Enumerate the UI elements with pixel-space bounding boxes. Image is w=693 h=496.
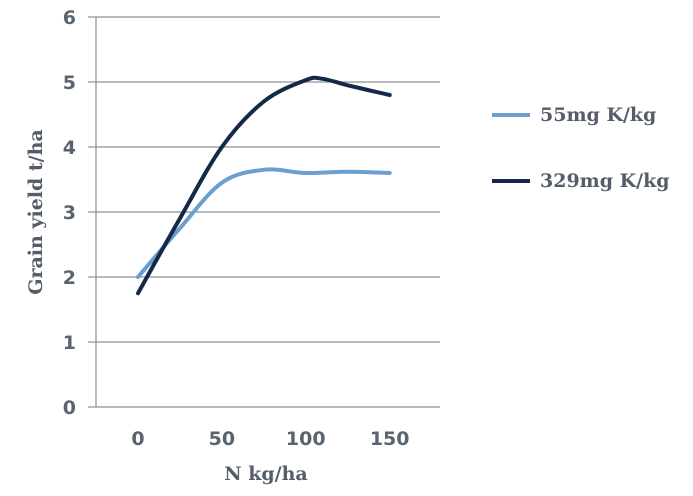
y-tick-label-6: 6 [63,7,76,29]
x-axis-title: N kg/ha [224,463,308,485]
x-tick-label-50: 50 [209,428,235,450]
legend-label-329mg: 329mg K/kg [540,170,670,192]
y-tick-label-3: 3 [63,202,76,224]
grid-lines [88,16,440,408]
x-tick-label-150: 150 [370,428,410,450]
series-lines [136,75,392,296]
y-tick-labels: 0 1 2 3 4 5 6 [63,7,76,419]
legend: 55mg K/kg 329mg K/kg [492,104,670,192]
series-line-329mg [136,75,392,296]
y-tick-label-5: 5 [63,72,76,94]
y-tick-label-2: 2 [63,267,76,289]
x-tick-labels: 0 50 100 150 [131,428,409,450]
y-tick-label-1: 1 [63,332,76,354]
y-tick-label-0: 0 [63,397,76,419]
x-tick-label-100: 100 [286,428,326,450]
y-axis-title: Grain yield t/ha [25,129,47,295]
x-tick-label-0: 0 [131,428,144,450]
y-tick-label-4: 4 [63,137,76,159]
series-line-55mg [136,167,392,279]
legend-label-55mg: 55mg K/kg [540,104,656,126]
